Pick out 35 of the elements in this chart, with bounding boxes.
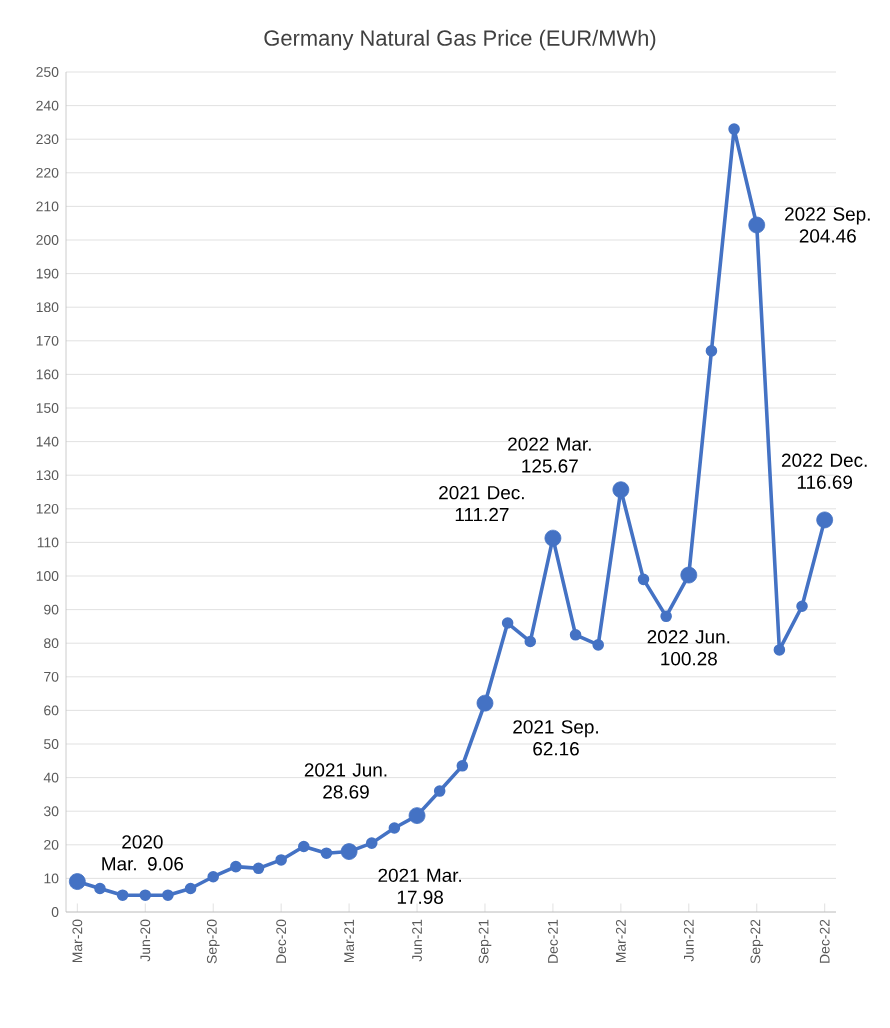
point	[184, 882, 197, 895]
point	[94, 882, 106, 895]
point	[162, 889, 174, 901]
annotation: 2020 Mar. 9.06	[102, 835, 184, 871]
point	[592, 639, 604, 651]
point	[456, 760, 469, 772]
chart-title: Germany Natural Gas Price (EUR/MWh)	[264, 29, 656, 51]
annotation: 2022 Jun. 100.28	[647, 630, 730, 666]
point	[320, 847, 333, 859]
point	[230, 860, 242, 873]
annotation: 2022 Dec. 116.69	[781, 453, 867, 489]
point	[569, 629, 582, 641]
point	[501, 617, 514, 629]
point	[660, 610, 672, 623]
point	[705, 345, 718, 357]
annotation: 2022 Sep. 204.46	[785, 207, 870, 243]
point	[388, 822, 401, 834]
point	[773, 644, 786, 656]
point	[298, 840, 310, 853]
point	[139, 889, 152, 901]
annotation: 2021 Jun. 28.69	[304, 763, 387, 799]
annotation: 2021 Dec. 111.27	[439, 485, 524, 522]
point	[275, 854, 287, 866]
point	[728, 123, 740, 135]
annotation: 2021 Sep. 62.16	[513, 720, 598, 756]
point	[524, 635, 537, 648]
point	[637, 573, 650, 586]
point	[433, 785, 446, 797]
point	[796, 600, 808, 613]
point	[116, 889, 129, 901]
point	[252, 862, 265, 875]
point	[207, 870, 219, 883]
annotation: 2022 Mar. 125.67	[508, 437, 591, 473]
annotation: 2021 Mar. 17.98	[378, 868, 462, 904]
point	[365, 837, 378, 849]
